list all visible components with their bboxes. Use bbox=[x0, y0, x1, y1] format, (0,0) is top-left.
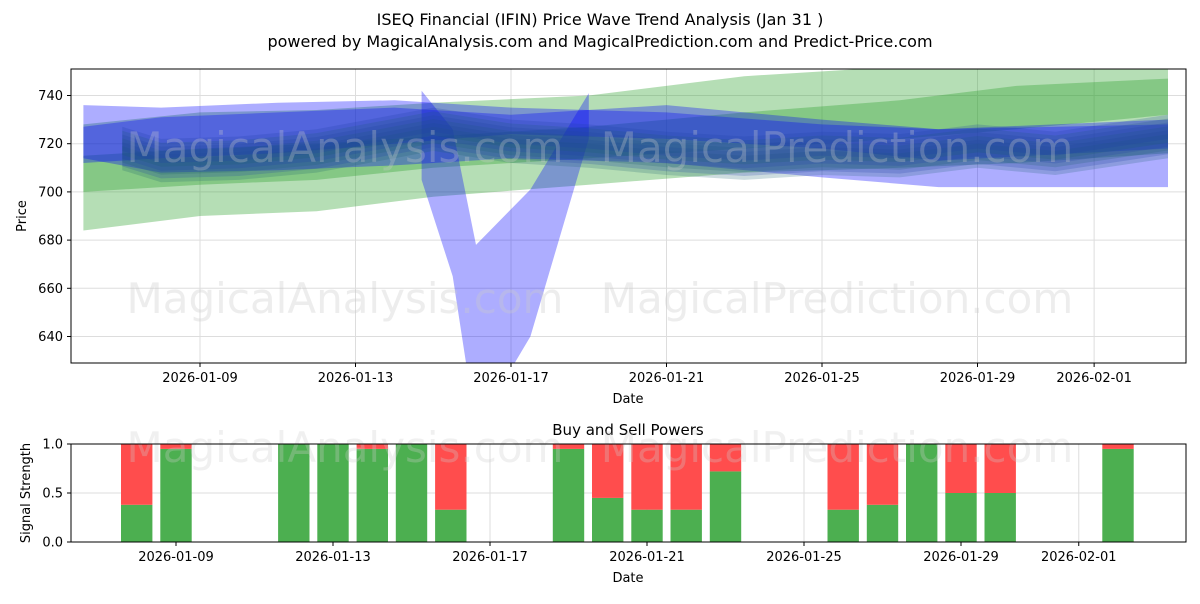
price-x-tick-label: 2026-01-21 bbox=[629, 371, 705, 386]
sell-bar bbox=[1102, 444, 1134, 449]
buy-bar bbox=[631, 509, 663, 542]
buy-bar bbox=[121, 504, 153, 542]
price-y-tick-label: 660 bbox=[38, 282, 63, 297]
price-x-tick-label: 2026-01-13 bbox=[318, 371, 394, 386]
signal-x-label: Date bbox=[612, 571, 643, 586]
sell-bar bbox=[160, 444, 192, 449]
signal-x-tick-label: 2026-01-17 bbox=[452, 550, 528, 565]
watermark-left-main: MagicalAnalysis.com bbox=[127, 274, 564, 323]
price-trend-ribbon bbox=[122, 115, 1168, 171]
signal-x-tick-label: 2026-01-09 bbox=[138, 550, 214, 565]
watermark-left-top: MagicalAnalysis.com bbox=[127, 123, 564, 172]
buy-bar bbox=[866, 504, 899, 542]
price-grid bbox=[71, 69, 1186, 363]
price-axes-frame bbox=[70, 68, 1187, 364]
price-y-tick-label: 720 bbox=[38, 137, 63, 152]
price-x-tick-label: 2026-01-25 bbox=[784, 371, 860, 386]
signal-x-tick-label: 2026-01-13 bbox=[295, 550, 371, 565]
price-x-tick-label: 2026-01-17 bbox=[473, 371, 549, 386]
price-band-0 bbox=[83, 69, 1168, 231]
price-y-tick-label: 680 bbox=[38, 234, 63, 249]
sell-bar bbox=[631, 444, 663, 510]
price-band-2 bbox=[83, 100, 1168, 188]
signal-panel: Buy and Sell Powers MagicalAnalysis.com … bbox=[19, 421, 1187, 586]
chart-title: ISEQ Financial (IFIN) Price Wave Trend A… bbox=[377, 10, 824, 29]
price-y-tick-label: 700 bbox=[38, 185, 63, 200]
buy-bar bbox=[317, 444, 349, 542]
price-trend-ribbon bbox=[122, 126, 1168, 183]
price-band-4 bbox=[421, 90, 589, 363]
price-trend-ribbon bbox=[122, 107, 1168, 163]
signal-y-ticks: 0.0 0.5 1.0 bbox=[42, 438, 71, 551]
sell-bar bbox=[121, 444, 153, 505]
sell-bar bbox=[356, 444, 388, 449]
price-x-ticks: 2026-01-09 2026-01-13 2026-01-17 2026-01-21… bbox=[162, 363, 1132, 386]
signal-title: Buy and Sell Powers bbox=[552, 421, 704, 439]
sell-bar bbox=[827, 444, 859, 510]
price-x-tick-label: 2026-01-29 bbox=[940, 371, 1016, 386]
signal-y-tick-label: 1.0 bbox=[42, 438, 63, 453]
buy-bar bbox=[709, 471, 742, 542]
signal-y-label: Signal Strength bbox=[19, 443, 34, 543]
price-trend-ribbon bbox=[122, 111, 1168, 167]
watermark-left-bars: MagicalAnalysis.com bbox=[127, 423, 564, 472]
price-x-tick-label: 2026-02-01 bbox=[1056, 371, 1132, 386]
buy-bar bbox=[395, 444, 428, 542]
sell-bar bbox=[670, 444, 702, 510]
price-x-tick-label: 2026-01-09 bbox=[162, 371, 238, 386]
buy-bar bbox=[552, 448, 585, 542]
buy-bar bbox=[984, 493, 1016, 542]
sell-bar bbox=[709, 444, 742, 472]
buy-bar bbox=[356, 448, 388, 542]
chart-subtitle: powered by MagicalAnalysis.com and Magic… bbox=[267, 32, 932, 51]
signal-x-tick-label: 2026-02-01 bbox=[1041, 550, 1117, 565]
sell-bar bbox=[435, 444, 467, 510]
sell-bar bbox=[592, 444, 624, 498]
signal-x-tick-label: 2026-01-29 bbox=[923, 550, 999, 565]
price-panel: MagicalAnalysis.com MagicalPrediction.co… bbox=[15, 68, 1187, 407]
watermark-right-top: MagicalPrediction.com bbox=[601, 123, 1074, 172]
sell-bar bbox=[984, 444, 1016, 493]
buy-bar bbox=[160, 448, 192, 542]
buy-bar bbox=[906, 444, 938, 542]
price-bands bbox=[83, 69, 1168, 363]
buy-bar bbox=[827, 509, 859, 542]
buy-bar bbox=[435, 509, 467, 542]
watermark-right-main: MagicalPrediction.com bbox=[601, 274, 1074, 323]
price-y-label: Price bbox=[15, 200, 30, 232]
price-y-tick-label: 640 bbox=[38, 330, 63, 345]
signal-bars bbox=[121, 444, 1134, 542]
buy-bar bbox=[278, 444, 310, 542]
signal-x-tick-label: 2026-01-25 bbox=[766, 550, 842, 565]
sell-bar bbox=[552, 444, 585, 449]
buy-bar bbox=[670, 509, 702, 542]
price-y-ticks: 640 660 680 700 720 740 bbox=[38, 89, 71, 345]
price-x-label: Date bbox=[612, 392, 643, 407]
signal-y-tick-label: 0.0 bbox=[42, 536, 63, 551]
price-band-3 bbox=[83, 105, 1168, 163]
price-trend-ribbon bbox=[122, 123, 1168, 179]
sell-bar bbox=[866, 444, 899, 505]
signal-y-tick-label: 0.5 bbox=[42, 487, 63, 502]
watermark-right-bars: MagicalPrediction.com bbox=[601, 423, 1074, 472]
signal-x-tick-label: 2026-01-21 bbox=[609, 550, 685, 565]
price-band-1 bbox=[83, 78, 1168, 192]
price-y-tick-label: 740 bbox=[38, 89, 63, 104]
sell-bar bbox=[945, 444, 977, 493]
buy-bar bbox=[1102, 448, 1134, 542]
price-trend-ribbon bbox=[122, 119, 1168, 175]
buy-bar bbox=[945, 493, 977, 542]
buy-bar bbox=[592, 497, 624, 542]
signal-x-ticks: 2026-01-09 2026-01-13 2026-01-17 2026-01-21… bbox=[138, 542, 1117, 565]
